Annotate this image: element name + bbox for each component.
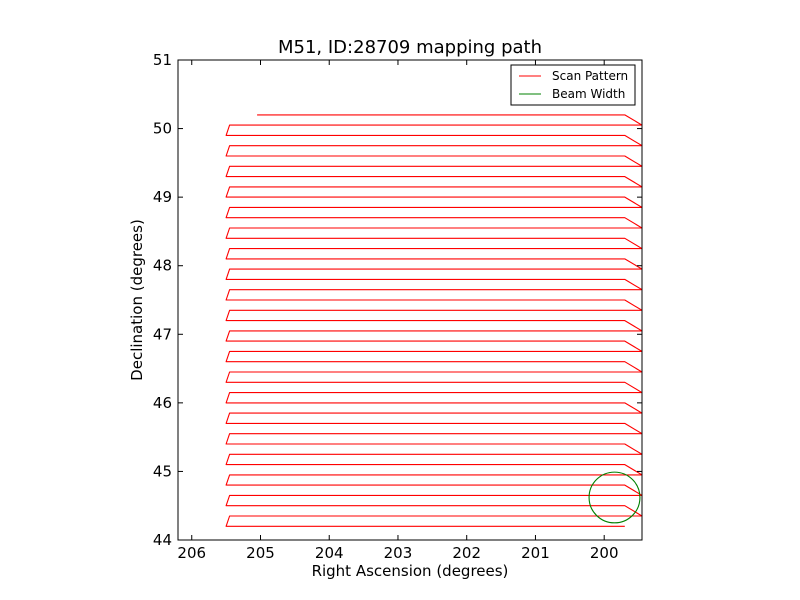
x-tick-label: 205 xyxy=(246,544,275,562)
y-tick-label: 51 xyxy=(153,51,172,69)
y-tick-label: 44 xyxy=(153,531,172,549)
y-tick-label: 46 xyxy=(153,394,172,412)
y-axis: 44 45 46 47 48 49 50 51 xyxy=(153,51,642,549)
beam-width-circle xyxy=(588,471,641,524)
y-axis-label: Declination (degrees) xyxy=(128,219,146,381)
x-tick-label: 200 xyxy=(590,544,619,562)
beam-width-series xyxy=(588,471,641,524)
chart-title: M51, ID:28709 mapping path xyxy=(278,37,542,58)
y-tick-label: 45 xyxy=(153,462,172,480)
y-tick-label: 48 xyxy=(153,257,172,275)
scan-pattern-series xyxy=(225,114,642,527)
y-tick-label: 49 xyxy=(153,188,172,206)
x-tick-label: 204 xyxy=(315,544,344,562)
x-axis: 206 205 204 203 202 201 200 xyxy=(177,60,619,562)
legend-label-scan-pattern: Scan Pattern xyxy=(552,69,628,83)
x-axis-label: Right Ascension (degrees) xyxy=(312,562,509,580)
legend: Scan Pattern Beam Width xyxy=(510,64,636,106)
plot-area xyxy=(177,59,643,541)
legend-box xyxy=(510,64,636,106)
y-tick-label: 47 xyxy=(153,325,172,343)
y-tick-label: 50 xyxy=(153,120,172,138)
x-tick-label: 206 xyxy=(177,544,206,562)
legend-label-beam-width: Beam Width xyxy=(552,87,625,101)
x-tick-label: 203 xyxy=(384,544,413,562)
x-tick-label: 202 xyxy=(452,544,481,562)
x-tick-label: 201 xyxy=(521,544,550,562)
scan-pattern-line xyxy=(225,114,642,527)
plot-frame xyxy=(177,59,643,541)
